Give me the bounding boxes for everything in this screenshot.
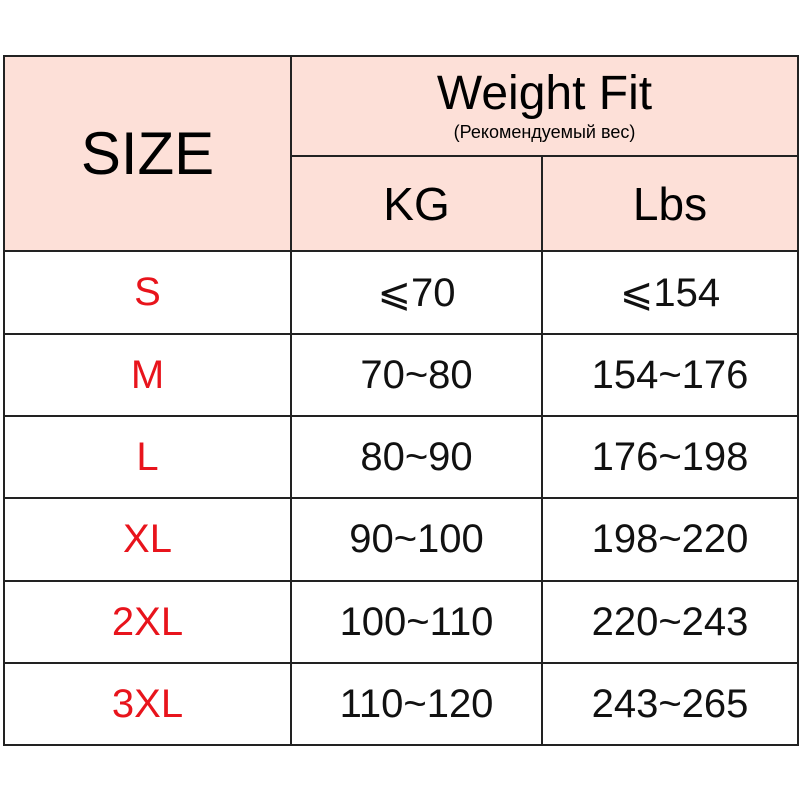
kg-cell: 90~100 [290, 497, 543, 582]
table-row: XL 90~100 198~220 [3, 497, 799, 582]
lbs-cell: 154~176 [541, 333, 799, 417]
size-cell: XL [3, 497, 292, 582]
lbs-cell: 176~198 [541, 415, 799, 499]
size-header: SIZE [3, 55, 292, 252]
table-row: L 80~90 176~198 [3, 415, 799, 499]
kg-header: KG [290, 155, 543, 252]
table-row: M 70~80 154~176 [3, 333, 799, 417]
lbs-cell: 220~243 [541, 580, 799, 664]
size-cell: 3XL [3, 662, 292, 746]
lbs-cell: 243~265 [541, 662, 799, 746]
kg-cell: 80~90 [290, 415, 543, 499]
kg-cell: 100~110 [290, 580, 543, 664]
kg-cell: 110~120 [290, 662, 543, 746]
size-chart-table: SIZE Weight Fit (Рекомендуемый вес) KG L… [3, 55, 799, 746]
weight-fit-subtitle: (Рекомендуемый вес) [453, 122, 636, 142]
weight-fit-title: Weight Fit [436, 67, 653, 120]
lbs-header: Lbs [541, 155, 799, 252]
kg-cell: 70~80 [290, 333, 543, 417]
weight-fit-header: Weight Fit (Рекомендуемый вес) [290, 55, 799, 157]
size-cell: 2XL [3, 580, 292, 664]
size-cell: L [3, 415, 292, 499]
table-row: S ⩽70 ⩽154 [3, 250, 799, 335]
size-cell: S [3, 250, 292, 335]
table-row: 3XL 110~120 243~265 [3, 662, 799, 746]
lbs-cell: 198~220 [541, 497, 799, 582]
table-row: 2XL 100~110 220~243 [3, 580, 799, 664]
size-cell: M [3, 333, 292, 417]
lbs-cell: ⩽154 [541, 250, 799, 335]
kg-cell: ⩽70 [290, 250, 543, 335]
